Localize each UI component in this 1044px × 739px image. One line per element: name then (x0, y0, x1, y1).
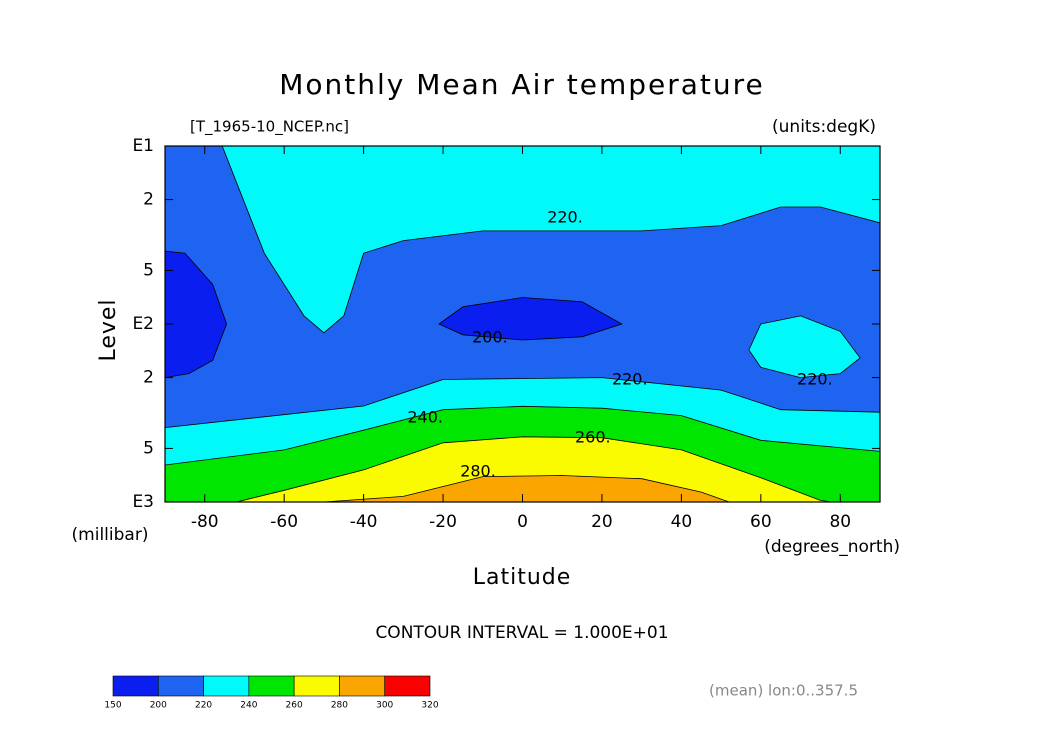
colorbar-label: 240 (240, 701, 257, 711)
contour-region (748, 315, 861, 379)
chart-title: Monthly Mean Air temperature (279, 68, 765, 101)
y-tick-label: E3 (132, 492, 154, 512)
x-tick-label: -20 (429, 512, 457, 532)
x-tick-label: 0 (517, 512, 528, 532)
x-units: (degrees_north) (764, 537, 900, 557)
colorbar-segment (248, 675, 295, 697)
colorbar-segment (384, 675, 431, 697)
note: CONTOUR INTERVAL = 1.000E+01 (375, 623, 668, 643)
y-tick-label: 2 (143, 190, 154, 210)
x-tick-label: -80 (191, 512, 219, 532)
y-tick-label: E2 (132, 314, 154, 334)
colorbar-segment (112, 675, 159, 697)
colorbar-segment (293, 675, 340, 697)
x-tick-label: 40 (671, 512, 693, 532)
y-axis-label: Level (96, 298, 121, 361)
colorbar-label: 280 (331, 701, 348, 711)
x-tick-label: 80 (829, 512, 851, 532)
y-tick-label: E1 (132, 136, 154, 156)
y-tick-label: 5 (143, 438, 154, 458)
colorbar-segment (203, 675, 250, 697)
footer: (mean) lon:0..357.5 (709, 682, 858, 700)
x-tick-label: 60 (750, 512, 772, 532)
x-tick-label: -40 (350, 512, 378, 532)
contour-label: 280. (460, 462, 496, 481)
subtitle: [T_1965-10_NCEP.nc] (190, 118, 349, 137)
colorbar-segment (157, 675, 204, 697)
colorbar-label: 260 (286, 701, 303, 711)
colorbar-label: 220 (195, 701, 212, 711)
contour-region (236, 436, 833, 502)
x-tick-label: 20 (591, 512, 613, 532)
contour-region (165, 250, 228, 379)
contour-label: 220. (797, 370, 833, 389)
contour-label: 200. (472, 328, 508, 347)
contour-region (323, 475, 730, 502)
plot-area (165, 146, 880, 502)
colorbar-segment (339, 675, 386, 697)
units: (units:degK) (772, 117, 876, 137)
colorbar-label: 150 (104, 701, 121, 711)
colorbar-label: 300 (376, 701, 393, 711)
contour-label: 260. (575, 428, 611, 447)
colorbar-label: 320 (421, 701, 438, 711)
y-tick-label: 5 (143, 260, 154, 280)
contour-label: 220. (547, 208, 583, 227)
x-tick-label: -60 (270, 512, 298, 532)
x-axis-label: Latitude (473, 565, 572, 590)
contour-label: 220. (612, 370, 648, 389)
contour-region (438, 297, 623, 341)
colorbar-label: 200 (150, 701, 167, 711)
y-units: (millibar) (72, 525, 149, 545)
contour-region (221, 146, 880, 334)
y-tick-label: 2 (143, 368, 154, 388)
contour-label: 240. (407, 408, 443, 427)
